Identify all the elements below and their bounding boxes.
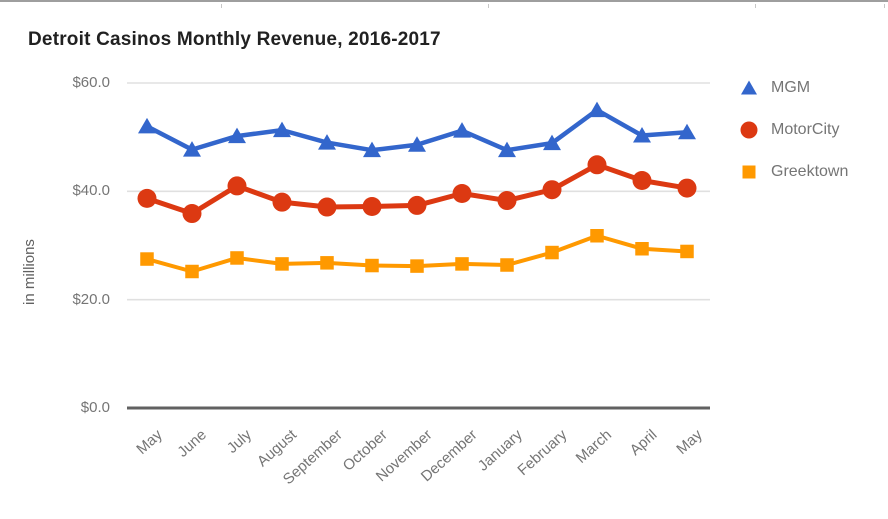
y-tick-label: $40.0 <box>72 182 110 200</box>
circle-icon <box>740 121 758 139</box>
chart-title: Detroit Casinos Monthly Revenue, 2016-20… <box>28 29 441 50</box>
legend-item-greektown[interactable]: Greektown <box>740 163 848 181</box>
legend-label: MGM <box>771 79 811 96</box>
data-point-mgm-november-6[interactable] <box>408 136 426 152</box>
triangle-icon <box>741 80 757 95</box>
data-point-mgm-january-8[interactable] <box>498 141 516 158</box>
data-point-motorcity-august-3[interactable] <box>272 192 292 212</box>
data-point-mgm-october-5[interactable] <box>363 141 381 158</box>
data-point-motorcity-april-11[interactable] <box>632 171 652 190</box>
top-border <box>0 0 888 8</box>
data-point-greektown-march-10[interactable] <box>590 229 604 243</box>
data-point-mgm-march-10[interactable] <box>588 101 606 118</box>
data-point-motorcity-march-10[interactable] <box>587 155 607 175</box>
data-point-motorcity-july-2[interactable] <box>227 176 247 196</box>
y-tick-label: $20.0 <box>72 290 110 308</box>
data-point-mgm-february-9[interactable] <box>543 134 561 151</box>
top-border-tick <box>884 4 885 8</box>
legend-item-motorcity[interactable]: MotorCity <box>740 121 848 139</box>
data-point-motorcity-may-0[interactable] <box>137 188 157 208</box>
data-point-motorcity-june-1[interactable] <box>182 204 202 224</box>
top-border-tick <box>755 4 756 8</box>
data-point-greektown-september-4[interactable] <box>320 256 334 270</box>
data-point-mgm-august-3[interactable] <box>273 121 291 138</box>
data-point-mgm-september-4[interactable] <box>318 134 336 150</box>
y-tick-label: $0.0 <box>80 399 110 416</box>
data-point-greektown-june-1[interactable] <box>185 264 199 279</box>
top-border-tick <box>221 4 222 8</box>
top-border-tick <box>488 4 489 8</box>
square-icon <box>742 165 756 179</box>
data-point-motorcity-november-6[interactable] <box>407 195 427 215</box>
data-point-motorcity-september-4[interactable] <box>317 197 337 217</box>
data-point-greektown-december-7[interactable] <box>455 257 469 271</box>
data-point-motorcity-december-7[interactable] <box>452 184 472 203</box>
legend-label: MotorCity <box>771 121 840 138</box>
data-point-mgm-april-11[interactable] <box>633 127 651 143</box>
data-point-mgm-july-2[interactable] <box>228 127 246 144</box>
data-point-greektown-august-3[interactable] <box>275 257 289 271</box>
data-point-greektown-may-12[interactable] <box>680 244 694 259</box>
data-point-greektown-november-6[interactable] <box>410 259 424 273</box>
data-point-greektown-january-8[interactable] <box>500 258 514 272</box>
data-point-greektown-april-11[interactable] <box>635 242 649 256</box>
y-tick-label: $60.0 <box>72 74 110 91</box>
data-point-motorcity-may-12[interactable] <box>677 178 697 198</box>
data-point-motorcity-october-5[interactable] <box>362 197 382 216</box>
data-point-mgm-may-12[interactable] <box>678 123 696 140</box>
data-point-greektown-october-5[interactable] <box>365 258 379 273</box>
data-point-greektown-july-2[interactable] <box>230 251 244 265</box>
data-point-greektown-february-9[interactable] <box>545 245 559 260</box>
data-point-greektown-may-0[interactable] <box>140 252 154 266</box>
legend: MGM MotorCity Greektown <box>740 79 848 205</box>
data-point-motorcity-january-8[interactable] <box>497 191 517 211</box>
legend-item-mgm[interactable]: MGM <box>740 79 848 97</box>
data-point-mgm-december-7[interactable] <box>453 122 471 138</box>
legend-label: Greektown <box>771 163 849 180</box>
data-point-mgm-june-1[interactable] <box>183 141 201 157</box>
data-point-mgm-may-0[interactable] <box>138 117 156 134</box>
data-point-motorcity-february-9[interactable] <box>542 180 562 200</box>
